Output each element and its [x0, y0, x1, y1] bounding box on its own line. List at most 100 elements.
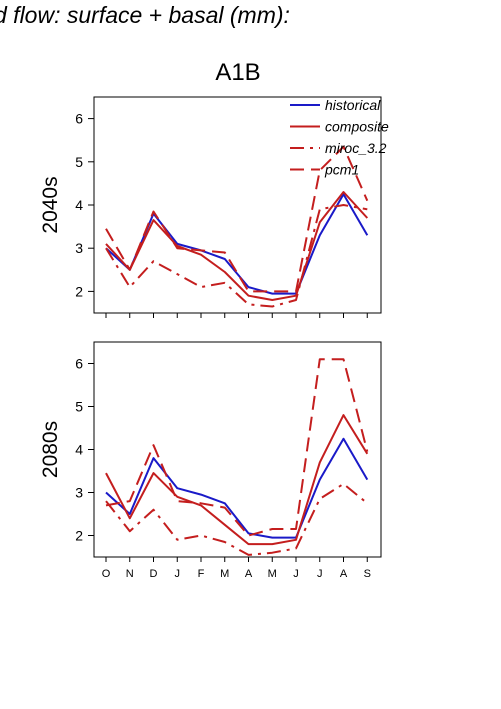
data-point — [366, 217, 368, 219]
data-point — [295, 528, 297, 530]
data-point — [129, 530, 131, 532]
data-point — [271, 543, 273, 545]
y-tick-label: 5 — [75, 399, 83, 415]
x-tick-label: M — [268, 568, 277, 580]
data-point — [224, 524, 226, 526]
data-point — [200, 249, 202, 251]
data-point — [366, 199, 368, 201]
y-tick-label: 5 — [75, 154, 83, 170]
data-point — [105, 491, 107, 493]
x-tick-label: A — [340, 568, 348, 580]
data-point — [271, 528, 273, 530]
x-tick-label: D — [150, 568, 158, 580]
legend-label: composite — [325, 119, 389, 135]
data-point — [342, 191, 344, 193]
data-point — [295, 539, 297, 541]
data-point — [342, 204, 344, 206]
data-point — [224, 282, 226, 284]
x-tick-label: S — [364, 568, 371, 580]
data-point — [271, 299, 273, 301]
data-point — [271, 292, 273, 294]
data-point — [152, 509, 154, 511]
x-tick-label: F — [198, 568, 205, 580]
y-tick-label: 4 — [75, 442, 83, 458]
y-axis-label: 2080s — [39, 421, 62, 478]
data-point — [319, 234, 321, 236]
data-point — [247, 295, 249, 297]
legend-label: miroc_3.2 — [325, 140, 387, 156]
data-point — [366, 234, 368, 236]
data-point — [224, 251, 226, 253]
data-point — [366, 478, 368, 480]
data-point — [247, 532, 249, 534]
data-point — [152, 219, 154, 221]
y-tick-label: 6 — [75, 356, 83, 372]
legend-label: pcm1 — [324, 162, 359, 178]
data-point — [295, 547, 297, 549]
series-line-pcm1 — [105, 358, 369, 537]
data-point — [342, 414, 344, 416]
data-point — [247, 534, 249, 536]
data-point — [176, 487, 178, 489]
x-tick-label: O — [102, 568, 111, 580]
figure-title: A1B — [215, 59, 260, 86]
data-point — [176, 247, 178, 249]
data-point — [366, 453, 368, 455]
data-point — [200, 286, 202, 288]
y-tick-label: 2 — [75, 283, 83, 299]
data-point — [105, 243, 107, 245]
chart-panels: 2 3 4 5 6 2040s historical composite miroc_3.2pc… — [39, 96, 389, 580]
data-point — [200, 534, 202, 536]
data-point — [319, 208, 321, 210]
data-point — [224, 502, 226, 504]
data-point — [152, 260, 154, 262]
data-point — [200, 253, 202, 255]
y-tick-label: 3 — [75, 240, 83, 256]
series-line-pcm1 — [105, 145, 369, 293]
data-point — [224, 271, 226, 273]
data-point — [366, 502, 368, 504]
data-point — [366, 450, 368, 452]
data-point — [224, 506, 226, 508]
x-tick-label: M — [220, 568, 229, 580]
data-point — [176, 500, 178, 502]
data-point — [200, 493, 202, 495]
y-tick-label: 4 — [75, 197, 83, 213]
series-line-historical — [105, 193, 369, 295]
data-point — [342, 358, 344, 360]
data-point — [319, 221, 321, 223]
data-point — [105, 472, 107, 474]
data-point — [224, 258, 226, 260]
data-point — [247, 286, 249, 288]
data-point — [247, 554, 249, 556]
data-point — [105, 228, 107, 230]
data-point — [105, 247, 107, 249]
data-point — [200, 502, 202, 504]
data-point — [152, 444, 154, 446]
data-point — [271, 536, 273, 538]
data-point — [271, 290, 273, 292]
x-tick-label: J — [293, 568, 299, 580]
y-tick-label: 6 — [75, 111, 83, 127]
series-line-historical — [105, 437, 369, 539]
data-point — [247, 303, 249, 305]
data-point — [152, 210, 154, 212]
legend: historical composite miroc_3.2 pcm1 — [290, 97, 389, 178]
data-point — [319, 358, 321, 360]
y-axis-label: 2040s — [39, 176, 62, 233]
data-point — [129, 286, 131, 288]
series-line-miroc-3-2 — [105, 482, 368, 556]
data-point — [342, 483, 344, 485]
data-point — [129, 500, 131, 502]
data-point — [105, 504, 107, 506]
x-tick-label: N — [126, 568, 134, 580]
data-point — [247, 290, 249, 292]
data-point — [129, 269, 131, 271]
data-point — [319, 461, 321, 463]
data-point — [295, 299, 297, 301]
data-point — [224, 541, 226, 543]
data-point — [176, 496, 178, 498]
series-line-composite — [105, 191, 369, 301]
data-point — [271, 552, 273, 554]
data-point — [271, 305, 273, 307]
